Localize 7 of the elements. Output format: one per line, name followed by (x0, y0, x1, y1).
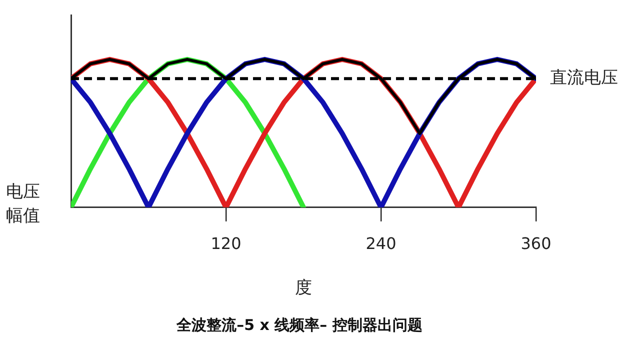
x-tick-label: 240 (366, 234, 396, 254)
text: 全波整流–5 x 线频率– 控制器出问题 (176, 316, 422, 334)
x-tick-label: 120 (210, 234, 242, 254)
y-axis-title: 电压幅值 (6, 181, 41, 228)
x-tick-label: 360 (520, 234, 552, 254)
x-axis-title: 度 (295, 278, 312, 298)
ref-line-label: 直流电压 (550, 68, 618, 88)
